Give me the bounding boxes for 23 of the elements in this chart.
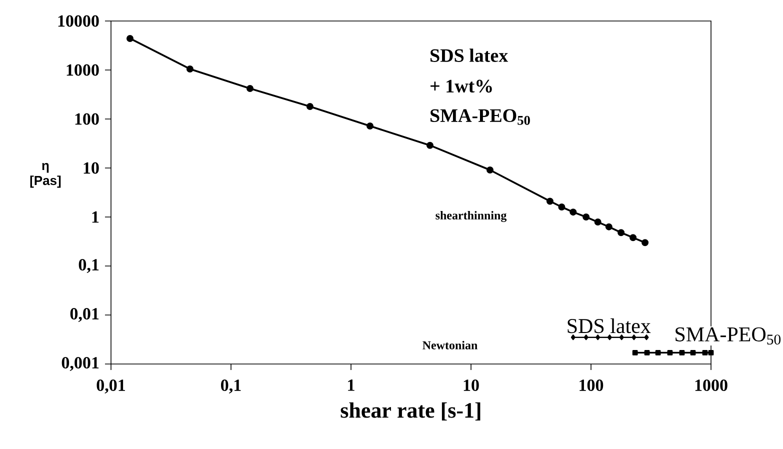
y-tick-label: 10000 — [58, 15, 99, 27]
x-tick-label: 1000 — [695, 380, 728, 392]
annotation: shearthinning — [436, 211, 507, 222]
y-tick-label: 0,1 — [78, 259, 99, 273]
y-tick-label: 100 — [75, 113, 99, 125]
y-tick-label: 0,001 — [62, 357, 99, 371]
y-axis-title: η [Pas] — [30, 163, 61, 188]
x-tick-label: 0,01 — [96, 380, 125, 394]
series-label: SDS latex — [568, 318, 651, 334]
y-tick-label: 1000 — [66, 64, 99, 76]
annotation: SDS latex — [430, 48, 508, 62]
y-tick-label: 10 — [84, 162, 99, 174]
x-tick-label: 0,1 — [221, 380, 241, 394]
x-axis-title: shear rate [s-1] — [340, 402, 480, 421]
x-tick-label: 1 — [348, 380, 354, 391]
y-tick-label: 0,01 — [70, 308, 99, 322]
x-tick-label: 100 — [580, 380, 604, 392]
annotation: SMA-PEO$_{50}$ — [430, 109, 530, 125]
annotation: Newtonian — [422, 340, 478, 350]
series-label: SMA-PEO$_{50}$ — [676, 327, 781, 345]
x-tick-label: 10 — [464, 380, 479, 392]
annotation: + 1wt% — [430, 80, 492, 93]
y-tick-label: 1 — [92, 211, 99, 223]
